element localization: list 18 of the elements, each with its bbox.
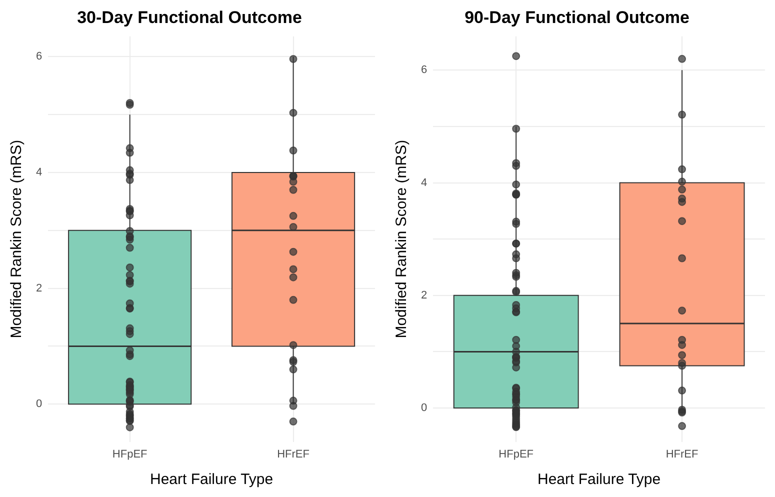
chart-title: 90-Day Functional Outcome xyxy=(464,8,690,27)
x-tick-label: HFpEF xyxy=(498,448,534,460)
y-tick-label: 6 xyxy=(36,50,42,63)
y-tick-label: 0 xyxy=(36,398,42,410)
y-tick-label: 0 xyxy=(420,402,428,414)
x-tick-label: HFrEF xyxy=(277,448,310,460)
chart-title: 30-Day Functional Outcome xyxy=(77,8,302,27)
y-tick-label: 2 xyxy=(420,289,428,302)
x-tick-label: HFrEF xyxy=(666,448,698,460)
x-tick-label: HFpEF xyxy=(112,448,148,460)
y-tick-label: 2 xyxy=(36,282,42,294)
y-tick-label: 6 xyxy=(420,64,428,76)
y-tick-label: 4 xyxy=(36,166,42,179)
y-tick-label: 4 xyxy=(420,176,428,189)
y-axis-title: Modified Rankin Score (mRS) xyxy=(393,140,410,338)
x-axis-title: Heart Failure Type xyxy=(150,471,274,488)
x-axis-title: Heart Failure Type xyxy=(537,471,661,488)
y-axis-title: Modified Rankin Score (mRS) xyxy=(8,140,26,338)
